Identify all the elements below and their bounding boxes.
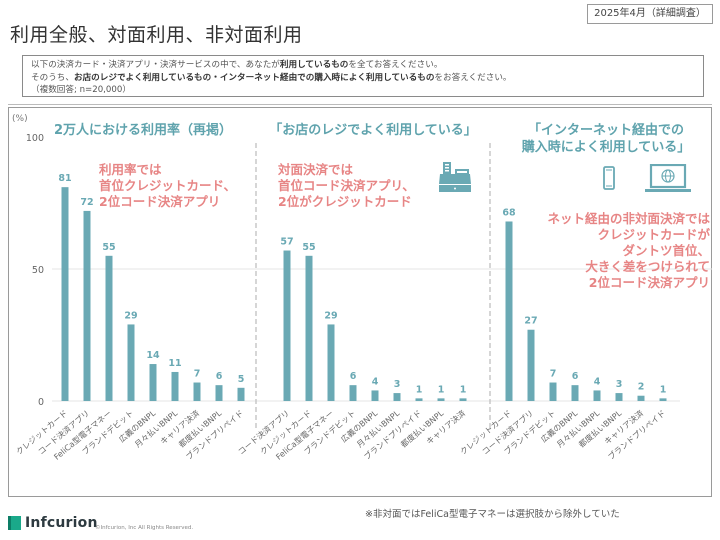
bar bbox=[393, 393, 401, 401]
bar bbox=[459, 398, 467, 401]
cash-register-icon bbox=[437, 160, 473, 198]
panel-3-annotation: ネット経由の非対面決済では クレジットカードが ダントツ首位、 大きく差をつけら… bbox=[547, 211, 710, 291]
chart-frame bbox=[8, 107, 712, 497]
laptop-globe-icon bbox=[643, 163, 693, 198]
bar bbox=[659, 398, 667, 401]
bar bbox=[149, 364, 157, 401]
company-logo: Infcurion bbox=[8, 515, 98, 531]
question-text: 以下の決済カード・決済アプリ・決済サービスの中で、あなたが bbox=[31, 60, 280, 70]
question-line-1: 以下の決済カード・決済アプリ・決済サービスの中で、あなたが利用しているものを全て… bbox=[31, 59, 695, 72]
panel-1-title: 2万人における利用率（再掲） bbox=[53, 123, 233, 138]
question-emphasis: 利用しているもの bbox=[279, 60, 349, 70]
bar bbox=[637, 395, 645, 401]
logo-mark-icon bbox=[8, 516, 21, 530]
annotation-line: 利用率では bbox=[99, 162, 162, 177]
footnote: ※非対面ではFeliCa型電子マネーは選択肢から除外していた bbox=[365, 509, 620, 520]
annotation-line: 対面決済では bbox=[278, 162, 354, 177]
data-label: 55 bbox=[102, 242, 115, 253]
data-label: 68 bbox=[502, 207, 516, 218]
panel-2-title: 「お店のレジでよく利用している」 bbox=[269, 123, 477, 138]
question-text: をお答えください。 bbox=[434, 72, 512, 83]
data-label: 4 bbox=[594, 376, 601, 387]
bar bbox=[505, 221, 513, 401]
data-label: 7 bbox=[550, 369, 557, 380]
data-label: 6 bbox=[350, 371, 357, 382]
annotation-line: 2位がクレジットカード bbox=[278, 194, 412, 209]
annotation-line: ネット経由の非対面決済では bbox=[547, 211, 710, 226]
copyright: ©Infcurion, Inc All Rights Reserved. bbox=[95, 525, 194, 531]
y-tick-label: 50 bbox=[32, 265, 44, 276]
question-text: そのうち、 bbox=[31, 72, 74, 83]
logo-text: Infcurion bbox=[25, 515, 98, 531]
data-label: 55 bbox=[302, 242, 315, 253]
bar bbox=[527, 329, 535, 401]
annotation-line: 首位クレジットカード、 bbox=[99, 178, 237, 193]
data-label: 4 bbox=[372, 376, 379, 387]
bar bbox=[237, 387, 245, 401]
data-label: 1 bbox=[660, 384, 667, 395]
panel-3-title: 「インターネット経由での 購入時によく利用している」 bbox=[500, 122, 712, 156]
data-label: 7 bbox=[194, 369, 201, 380]
panel-3-title-line: 購入時によく利用している」 bbox=[521, 140, 691, 155]
data-label: 6 bbox=[216, 371, 223, 382]
bar bbox=[305, 255, 313, 401]
bar bbox=[571, 385, 579, 401]
data-label: 6 bbox=[572, 371, 579, 382]
bar bbox=[193, 382, 201, 401]
data-label: 72 bbox=[80, 197, 93, 208]
data-label: 14 bbox=[146, 350, 160, 361]
smartphone-icon bbox=[603, 166, 615, 194]
data-label: 2 bbox=[638, 382, 645, 393]
data-label: 5 bbox=[238, 374, 245, 385]
question-line-2: そのうち、お店のレジでよく利用しているもの・インターネット経由での購入時によく利… bbox=[31, 72, 695, 85]
y-axis-unit-label: (%) bbox=[12, 114, 28, 124]
annotation-line: 2位コード決済アプリ bbox=[588, 275, 710, 290]
bar bbox=[105, 255, 113, 401]
data-label: 1 bbox=[438, 384, 445, 395]
annotation-line: ダントツ首位、 bbox=[622, 243, 710, 258]
question-text: を全てお答えください。 bbox=[348, 60, 443, 70]
panel-1-annotation: 利用率では 首位クレジットカード、 2位コード決済アプリ bbox=[99, 162, 236, 210]
annotation-line: クレジットカードが bbox=[597, 227, 710, 242]
data-label: 3 bbox=[394, 379, 401, 390]
bar bbox=[83, 210, 91, 401]
bar bbox=[215, 385, 223, 401]
data-label: 29 bbox=[124, 310, 137, 321]
y-tick-label: 0 bbox=[38, 397, 44, 408]
y-tick-label: 100 bbox=[26, 133, 44, 144]
annotation-line: 大きく差をつけられて bbox=[585, 259, 710, 274]
page-title: 利用全般、対面利用、非対面利用 bbox=[10, 24, 303, 46]
bar bbox=[171, 371, 179, 401]
question-line-3: （複数回答; n=20,000） bbox=[31, 85, 131, 95]
bar bbox=[437, 398, 445, 401]
panel-3-title-line: 「インターネット経由での bbox=[527, 123, 684, 138]
bar bbox=[549, 382, 557, 401]
bar bbox=[283, 250, 291, 401]
divider bbox=[8, 104, 712, 105]
data-label: 3 bbox=[616, 379, 623, 390]
bar bbox=[371, 390, 379, 401]
survey-date-badge: 2025年4月（詳細調査） bbox=[587, 4, 713, 24]
data-label: 81 bbox=[58, 173, 71, 184]
data-label: 57 bbox=[280, 237, 293, 248]
bar bbox=[61, 187, 69, 401]
question-emphasis: お店のレジでよく利用しているもの・インターネット経由での購入時によく利用している… bbox=[73, 72, 435, 83]
panel-2-annotation: 対面決済では 首位コード決済アプリ、 2位がクレジットカード bbox=[278, 162, 415, 210]
bar bbox=[327, 324, 335, 401]
annotation-line: 首位コード決済アプリ、 bbox=[278, 178, 415, 193]
survey-question-box: 以下の決済カード・決済アプリ・決済サービスの中で、あなたが利用しているものを全て… bbox=[22, 55, 704, 97]
data-label: 27 bbox=[524, 316, 537, 327]
bar bbox=[127, 324, 135, 401]
data-label: 11 bbox=[168, 358, 181, 369]
bar bbox=[615, 393, 623, 401]
bar bbox=[593, 390, 601, 401]
bar bbox=[415, 398, 423, 401]
data-label: 29 bbox=[324, 310, 337, 321]
data-label: 1 bbox=[416, 384, 423, 395]
data-label: 1 bbox=[460, 384, 467, 395]
annotation-line: 2位コード決済アプリ bbox=[99, 194, 221, 209]
bar bbox=[349, 385, 357, 401]
